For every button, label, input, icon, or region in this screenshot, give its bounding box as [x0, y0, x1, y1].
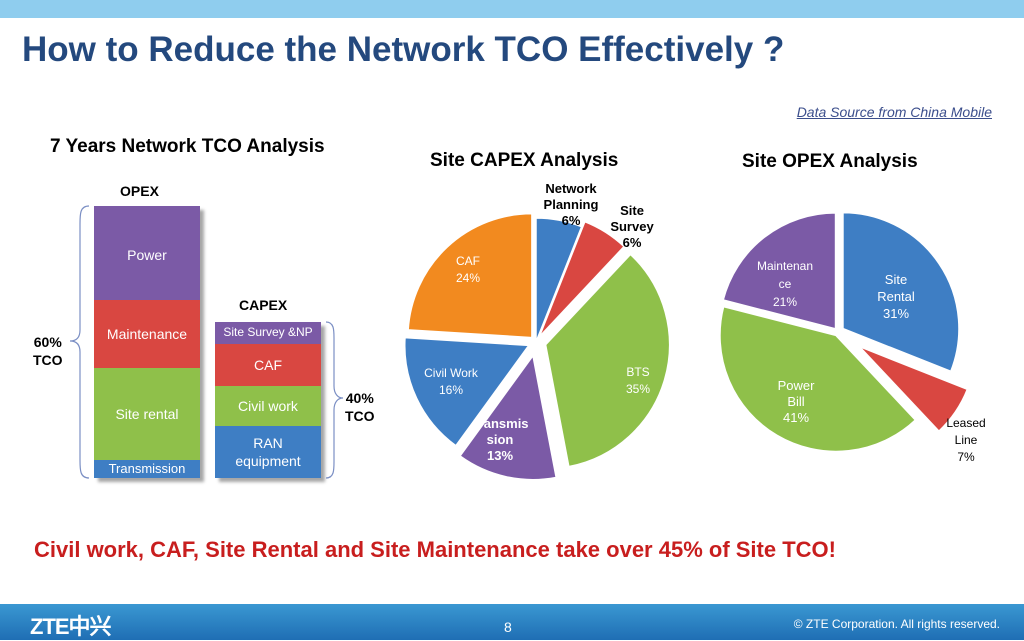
capex-bar: Site Survey &NP CAF Civil work RAN equip… [215, 322, 321, 478]
opex-tco-annotation: 60% TCO [33, 334, 63, 368]
capex-pie-label-transmission: Transmis sion 13% [471, 416, 528, 463]
opex-pie-label-power-bill: Power Bill 41% [778, 378, 816, 425]
capex-pie-label-site-survey: Site Survey 6% [610, 203, 654, 250]
bar-segment-power: Power [94, 206, 200, 300]
bar-segment-maintenance: Maintenance [94, 300, 200, 368]
top-banner [0, 0, 1024, 18]
opex-pie-slice-maintenance [722, 212, 837, 330]
capex-pie-label-network-planning: Network Planning 6% [544, 181, 599, 228]
footer-bar [0, 604, 1024, 640]
capex-pie-slice-transmission [459, 353, 558, 481]
opex-pie-label-site-rental: Site Rental 31% [877, 272, 915, 321]
capex-pie-slice-civil-work [404, 336, 531, 447]
bar-segment-site-survey: Site Survey &NP [215, 322, 321, 344]
opex-pie-slice-power-bill [719, 305, 917, 453]
bar-segment-civil-work: Civil work [215, 386, 321, 426]
tco-chart-title: 7 Years Network TCO Analysis [50, 136, 325, 157]
bar-segment-caf: CAF [215, 344, 321, 386]
opex-pie-label-maintenance: Maintenan ce 21% [757, 259, 813, 309]
capex-pie-title: Site CAPEX Analysis [430, 150, 619, 171]
capex-pie-label-caf: CAF 24% [456, 254, 480, 285]
capex-pie-label-bts: BTS 35% [626, 365, 650, 396]
page-number: 8 [504, 619, 512, 635]
opex-pie-label-leased-line: Leased Line 7% [946, 416, 985, 464]
opex-bracket [69, 205, 90, 479]
slide-title: How to Reduce the Network TCO Effectivel… [22, 30, 785, 69]
opex-label: OPEX [120, 183, 159, 199]
conclusion-text: Civil work, CAF, Site Rental and Site Ma… [34, 537, 836, 562]
opex-pie-title: Site OPEX Analysis [742, 151, 918, 172]
bar-segment-ran-equipment: RAN equipment [215, 426, 321, 478]
opex-pie-slice-leased-line [858, 345, 969, 433]
opex-pie-slice-site-rental [842, 211, 960, 373]
capex-tco-annotation: 40% TCO [345, 390, 375, 424]
capex-label: CAPEX [239, 297, 288, 313]
bar-segment-site-rental: Site rental [94, 368, 200, 460]
capex-pie-label-civil-work: Civil Work 16% [424, 366, 479, 397]
copyright-text: © ZTE Corporation. All rights reserved. [793, 617, 1000, 631]
capex-bracket [325, 321, 344, 479]
capex-pie-slice-network-planning [535, 217, 583, 343]
data-source-link[interactable]: Data Source from China Mobile [796, 104, 992, 120]
capex-pie-slice-site-survey [538, 220, 626, 338]
capex-pie-slice-caf [407, 212, 533, 339]
capex-pie-slice-bts [544, 253, 671, 468]
opex-bar: Power Maintenance Site rental Transmissi… [94, 206, 200, 478]
bar-segment-transmission: Transmission [94, 460, 200, 478]
zte-logo: ZTE中兴 [30, 614, 112, 639]
